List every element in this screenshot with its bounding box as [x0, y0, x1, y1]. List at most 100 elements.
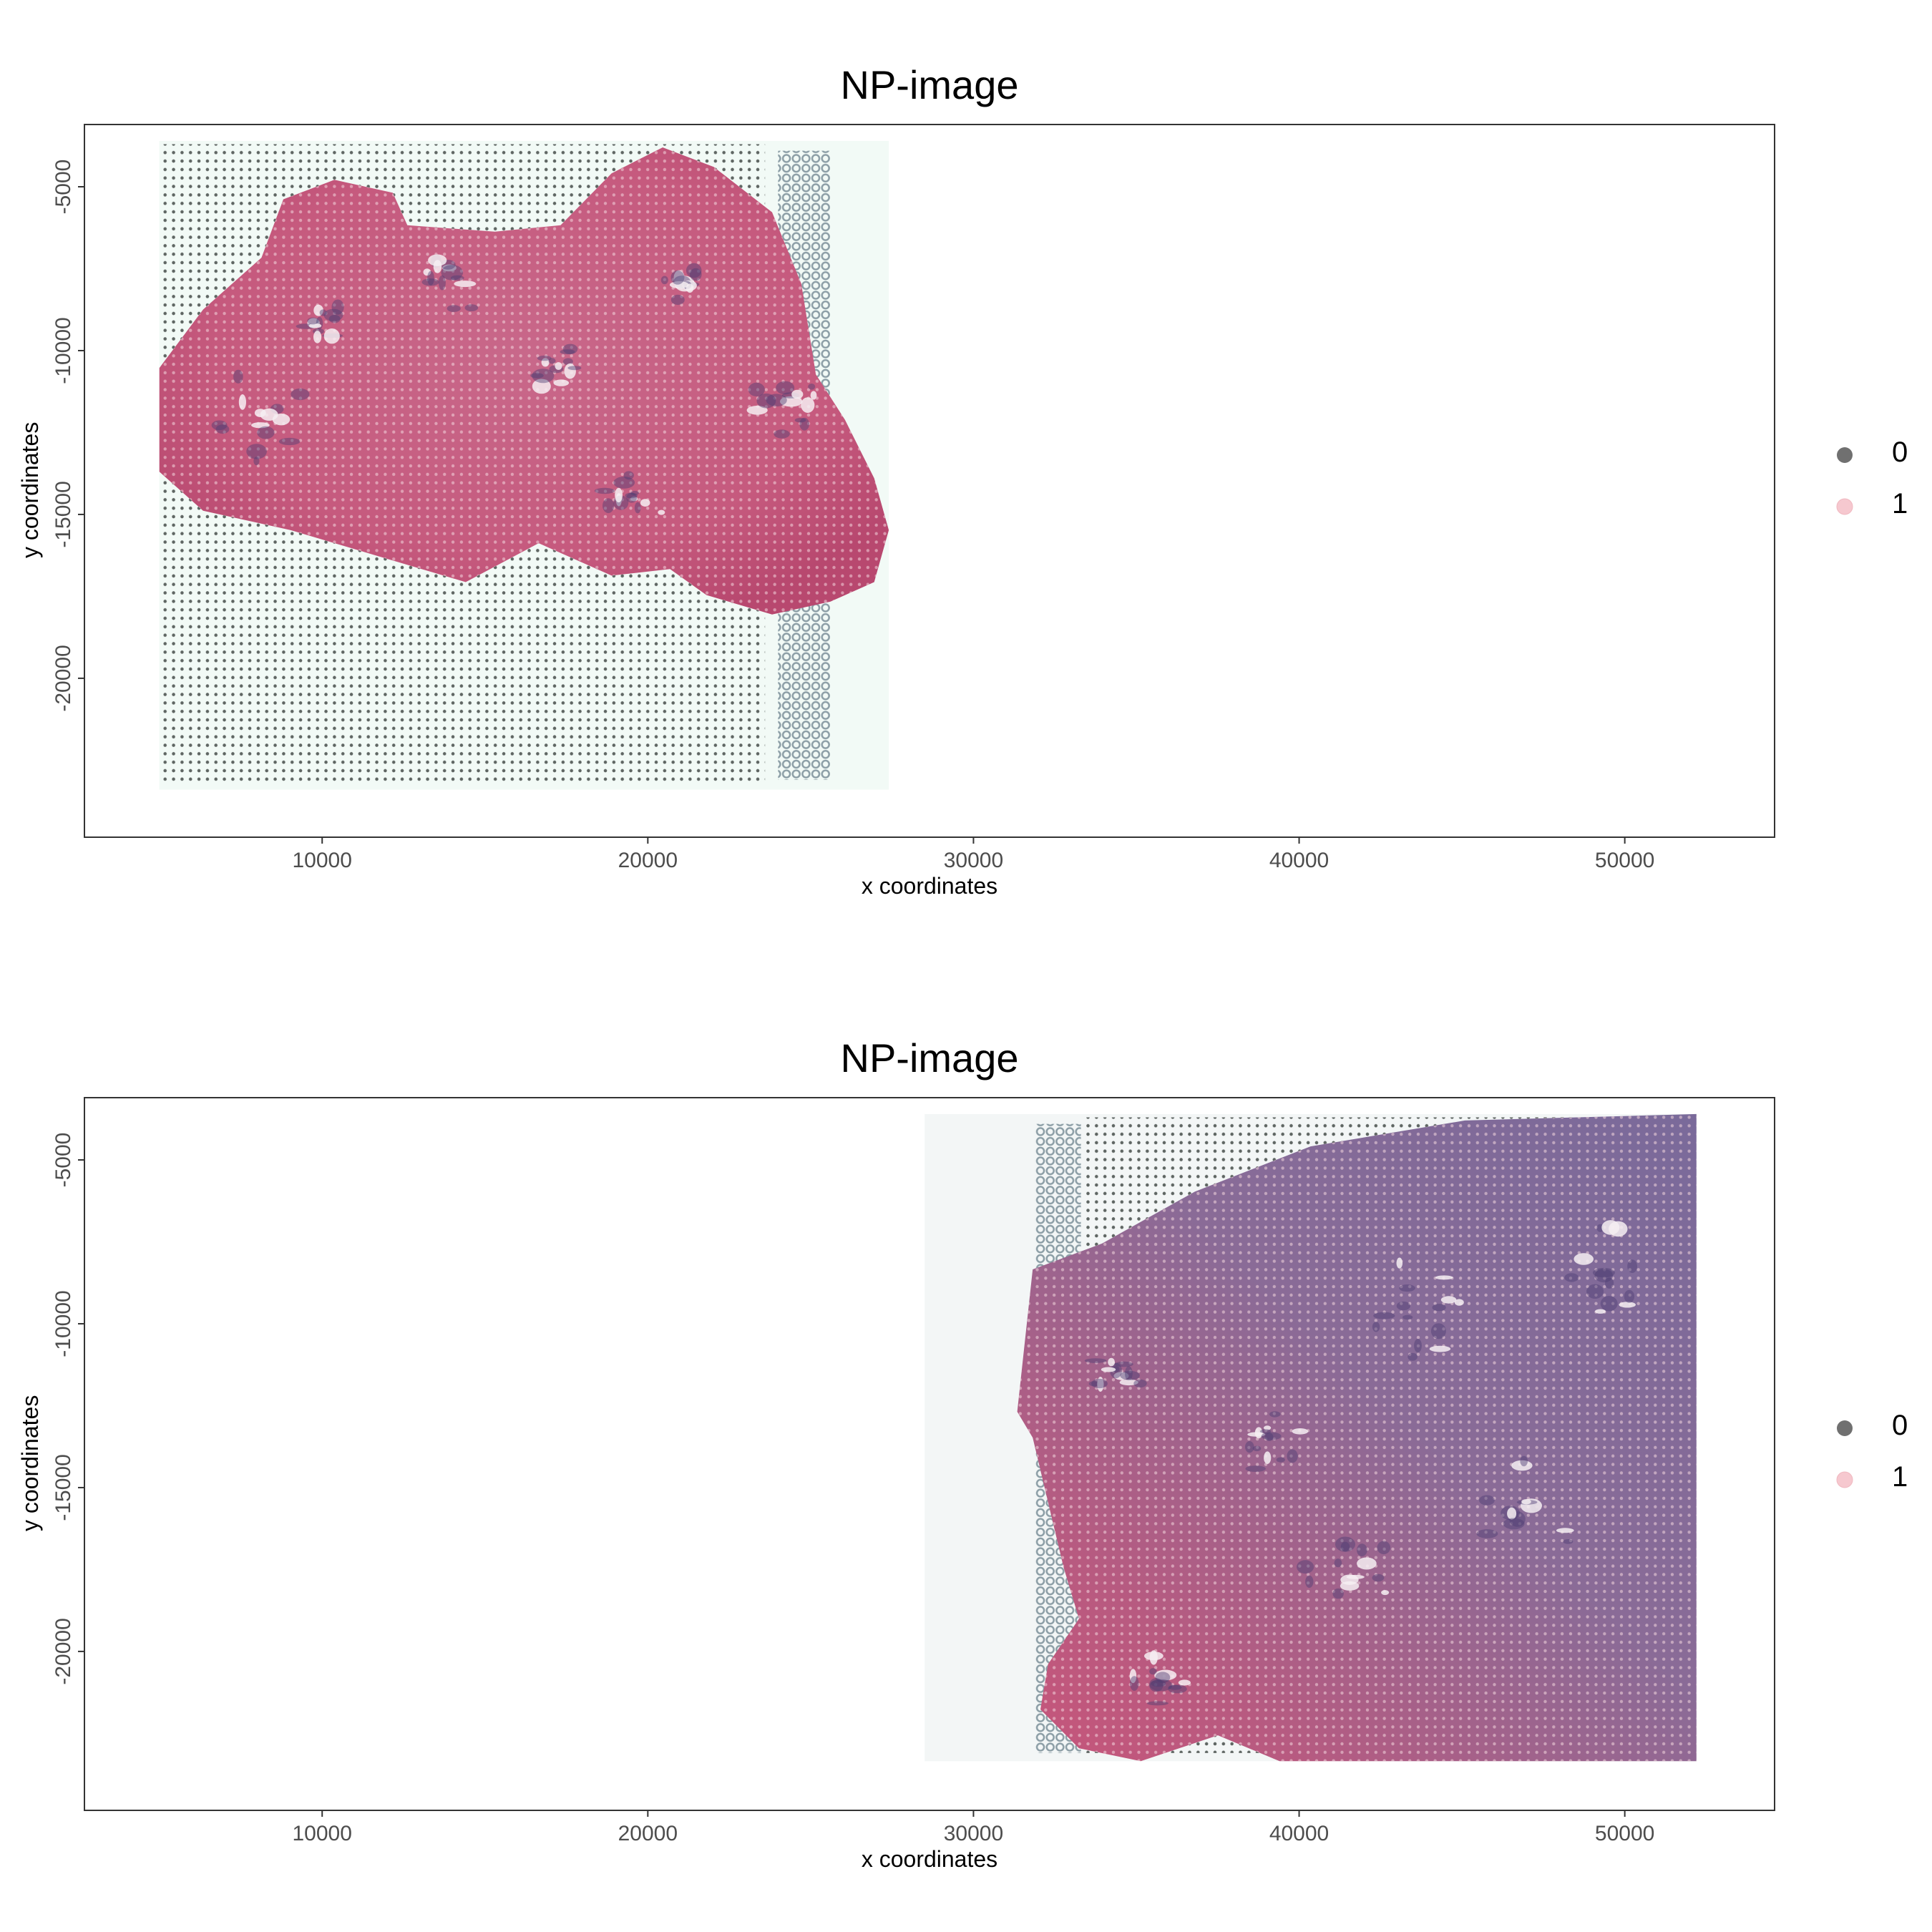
tissue-gland	[670, 294, 685, 306]
tissue-gland	[1168, 1684, 1187, 1694]
tissue-gland	[532, 369, 555, 384]
tissue-gland	[1146, 1701, 1169, 1706]
panel-2-title: NP-image	[840, 1035, 1019, 1080]
tissue-gland	[1357, 1543, 1367, 1557]
tissue-gland	[427, 270, 434, 286]
tissue-gland	[1247, 1432, 1266, 1437]
tissue-gland	[1592, 1267, 1615, 1278]
tissue-gland	[1101, 1367, 1116, 1372]
tissue-gland	[1091, 1378, 1108, 1389]
tissue-gland	[1264, 1425, 1272, 1430]
tissue-gland	[562, 358, 573, 366]
tissue-gland	[278, 437, 301, 446]
tissue-gland	[1261, 1432, 1282, 1440]
tissue-gland	[441, 264, 457, 272]
tissue-gland	[658, 509, 665, 515]
tissue-gland	[1609, 1221, 1628, 1237]
tissue-gland	[1440, 1296, 1457, 1304]
tissue-gland	[748, 382, 765, 396]
panel-1-y-axis-title: y coordinates	[17, 421, 43, 558]
tissue-gland	[1476, 1529, 1498, 1538]
tissue-gland	[1619, 1302, 1636, 1308]
tissue-gland	[1130, 1676, 1139, 1691]
tissue-gland	[1372, 1574, 1385, 1582]
spot-grid-category-1	[1017, 1113, 1697, 1762]
x-tick-label: 50000	[1595, 849, 1654, 872]
tissue-gland	[613, 477, 635, 489]
y-tick-label: -15000	[52, 1454, 75, 1521]
tissue-gland	[464, 304, 479, 311]
tissue-gland	[1507, 1507, 1517, 1520]
tissue-gland	[686, 263, 702, 278]
tissue-gland	[553, 379, 570, 386]
tissue-gland	[791, 389, 804, 399]
tissue-gland	[215, 424, 230, 434]
tissue-gland	[450, 275, 464, 281]
tissue-gland	[1133, 1379, 1147, 1388]
tissue-gland	[1332, 1588, 1344, 1599]
tissue-gland	[560, 349, 575, 355]
tissue-gland	[1335, 1536, 1355, 1552]
tissue-gland	[328, 315, 341, 323]
tissue-gland	[746, 406, 768, 415]
tissue-gland	[555, 362, 562, 370]
tissue-gland	[246, 444, 267, 459]
tissue-gland	[776, 381, 795, 395]
tissue-gland	[454, 280, 477, 288]
tissue-gland	[238, 394, 246, 410]
tissue-gland	[1429, 1345, 1451, 1352]
tissue-gland	[323, 328, 340, 344]
tissue-gland	[1511, 1460, 1533, 1471]
tissue-gland	[323, 308, 343, 322]
tissue-gland	[1264, 1433, 1274, 1441]
tissue-gland	[810, 391, 817, 400]
y-tick-label: -15000	[52, 481, 75, 547]
tissue-gland	[801, 397, 815, 413]
tissue-gland	[1120, 1370, 1140, 1380]
tissue-gland	[1373, 1312, 1395, 1319]
tissue-gland	[548, 358, 556, 364]
tissue-gland	[780, 396, 803, 407]
tissue-gland	[438, 275, 446, 291]
tissue-gland	[1407, 1352, 1418, 1361]
tissue-gland	[615, 487, 623, 503]
tissue-gland	[623, 471, 634, 480]
tissue-gland	[233, 369, 243, 384]
tissue-gland	[1372, 1322, 1380, 1332]
tissue-gland	[211, 420, 228, 431]
tissue-gland	[1088, 1381, 1100, 1387]
tissue-gland	[1595, 1309, 1606, 1314]
tissue-gland	[1084, 1358, 1107, 1363]
tissue-gland	[630, 491, 639, 495]
spot-grid-category-1	[159, 147, 889, 615]
tissue-gland	[690, 268, 702, 281]
legend-label-0: 0	[1892, 436, 1908, 468]
tissue-gland	[1144, 1652, 1163, 1661]
x-tick-label: 20000	[618, 1822, 678, 1845]
tissue-gland	[756, 393, 776, 409]
tissue-gland	[1334, 1558, 1342, 1568]
tissue-gland	[602, 498, 615, 514]
tissue-gland	[1269, 1411, 1281, 1418]
tissue-gland	[1357, 1557, 1377, 1570]
tissue-gland	[794, 418, 806, 423]
tissue-gland	[1479, 1495, 1495, 1506]
tissue-gland	[634, 502, 641, 514]
tissue-gland	[1245, 1441, 1254, 1453]
legend-key-1	[1832, 494, 1858, 519]
tissue-gland	[630, 497, 638, 502]
tissue-gland	[766, 394, 787, 406]
x-tick-label: 10000	[293, 1822, 352, 1845]
tissue-gland	[1377, 1541, 1391, 1555]
x-tick-label: 40000	[1269, 849, 1329, 872]
tissue-gland	[530, 373, 544, 379]
tissue-gland	[423, 268, 431, 276]
tissue-gland	[1113, 1372, 1129, 1380]
tissue-gland	[1556, 1528, 1574, 1533]
tissue-gland	[428, 254, 447, 266]
tissue-gland	[594, 487, 615, 494]
tissue-gland	[1264, 1451, 1272, 1464]
tissue-gland	[1563, 1539, 1574, 1544]
tissue-gland	[625, 492, 638, 499]
tissue-gland	[307, 317, 319, 325]
